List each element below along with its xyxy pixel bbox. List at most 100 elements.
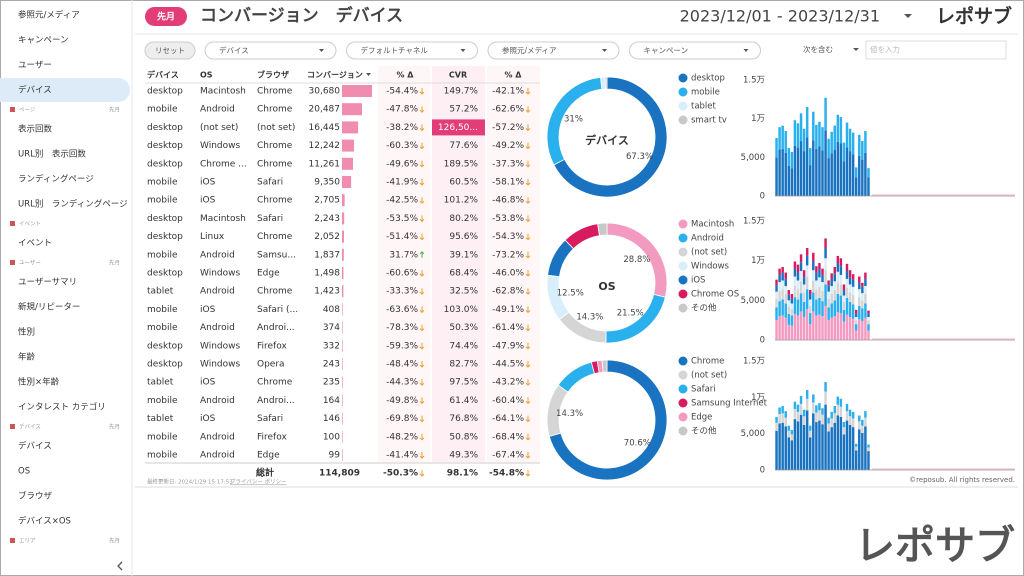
period-badge-text[interactable]: 先月 [157,11,175,23]
nav-item[interactable]: ランディングページ [18,174,94,185]
nav-item[interactable]: OS [18,467,30,477]
period-badge[interactable] [145,7,187,26]
bar-segment [827,158,830,196]
nav-item[interactable]: 参照元/メディア [18,10,80,21]
bar-segment [848,277,852,285]
legend-label[interactable]: Android [691,234,724,244]
bar-segment [809,299,812,306]
nav-item[interactable]: ブラウザ [18,491,53,502]
legend-label[interactable]: その他 [691,303,717,314]
nav-item[interactable]: 年齢 [18,352,36,363]
bar-segment [824,270,827,285]
cell: desktop [147,269,183,279]
column-header[interactable]: ブラウザ [257,70,289,80]
nav-item[interactable]: 性別 [18,327,35,338]
nav-item[interactable]: 表示回数 [18,124,53,135]
nav-item[interactable]: デバイス [18,441,52,452]
bar-segment [867,444,870,448]
nav-item[interactable]: ユーザーサマリ [18,278,77,288]
legend-swatch [678,289,688,299]
dropdown-caret[interactable] [319,49,324,52]
donut-segment [548,359,668,481]
filter-dropdown[interactable] [629,41,761,60]
legend-label[interactable]: Chrome OS [691,290,739,300]
bar-segment [861,282,864,287]
legend-label[interactable]: mobile [691,88,720,98]
nav-item[interactable]: キャンペーン [18,36,69,46]
delta-arrow [525,215,531,223]
delta-arrow [419,142,425,150]
cell: desktop [147,141,183,151]
column-header[interactable]: % Δ [505,71,523,80]
legend-label[interactable]: Windows [691,262,730,272]
filter-dropdown[interactable] [204,41,337,60]
bar-segment [824,391,827,405]
bar-segment [775,298,778,308]
bar-segment [830,411,833,419]
filter-dropdown[interactable] [346,41,478,60]
filter-dropdown[interactable] [487,41,620,60]
bar-segment [793,408,797,420]
column-header[interactable]: % Δ [397,71,415,80]
legend-label[interactable]: tablet [691,102,717,112]
nav-item[interactable]: 新規/リピーター [18,302,80,313]
reset-text[interactable]: リセット [155,46,185,55]
privacy-link[interactable]: プライバシー ポリシー [230,479,287,486]
column-header[interactable]: CVR [449,71,467,80]
date-range[interactable]: 2023/12/01 - 2023/12/31 [680,7,880,26]
conv-bar [342,157,354,170]
total-cvr: 98.1% [447,469,478,479]
delta-arrow [419,233,425,241]
bar-segment [827,138,830,159]
column-header[interactable]: コンバージョン [307,71,363,80]
nav-item[interactable]: 性別×年齢 [18,377,60,388]
legend-swatch [678,426,688,436]
collapse-icon[interactable] [117,561,123,571]
bar-segment [864,278,867,287]
legend-label[interactable]: desktop [691,74,725,84]
dropdown-caret[interactable] [602,49,607,52]
dropdown-caret[interactable] [460,49,466,52]
legend-label[interactable]: Chrome [691,357,724,367]
column-header[interactable]: デバイス [147,70,179,80]
delta-arrow [525,470,531,477]
legend-label[interactable]: smart tv [691,116,727,126]
dropdown-caret[interactable] [743,49,749,52]
nav-item[interactable]: URL別 表示回数 [18,149,86,160]
bar-segment [830,427,833,470]
filter-label[interactable]: 参照元/メディア [502,45,557,55]
legend-label[interactable]: (not set) [691,371,727,381]
legend-label[interactable]: Edge [691,413,712,423]
nav-active[interactable] [0,78,130,102]
bar-segment [867,324,870,331]
legend-label[interactable]: iOS [691,276,705,286]
reset-button[interactable] [144,41,196,60]
conv-cell: 99 [329,451,341,461]
filter-label[interactable]: デフォルトチャネル [361,45,429,55]
legend-swatch [678,303,688,313]
bar-segment [833,281,836,291]
column-header[interactable]: OS [200,71,213,80]
date-caret[interactable] [904,14,912,18]
nav-item[interactable]: デバイス [18,85,52,96]
input-placeholder[interactable]: 値を入力 [870,44,900,54]
nav-item[interactable]: URL別 ランディングページ [18,199,128,210]
filter-label[interactable]: デバイス [219,45,249,55]
legend-label[interactable]: Safari [691,385,716,395]
filter-label[interactable]: キャンペーン [644,46,689,55]
legend-label[interactable]: Samsung Internet [691,399,768,409]
legend-label[interactable]: その他 [691,426,717,437]
legend-label[interactable]: Macintosh [691,220,734,230]
match-select[interactable]: 次を含む [803,44,833,54]
filter-input[interactable] [865,40,1007,60]
legend-label[interactable]: (not set) [691,248,727,258]
nav-item[interactable]: イベント [18,239,52,249]
nav-item[interactable]: デバイス×OS [18,516,71,527]
bar-segment [864,426,867,470]
nav-item[interactable]: インタレスト カテゴリ [18,402,106,413]
nav-item[interactable]: ユーザー [18,61,52,71]
bar-segment [784,278,787,287]
cvr-cell: 57.2% [449,105,478,115]
bar-segment [805,247,809,256]
match-caret[interactable] [853,48,859,51]
